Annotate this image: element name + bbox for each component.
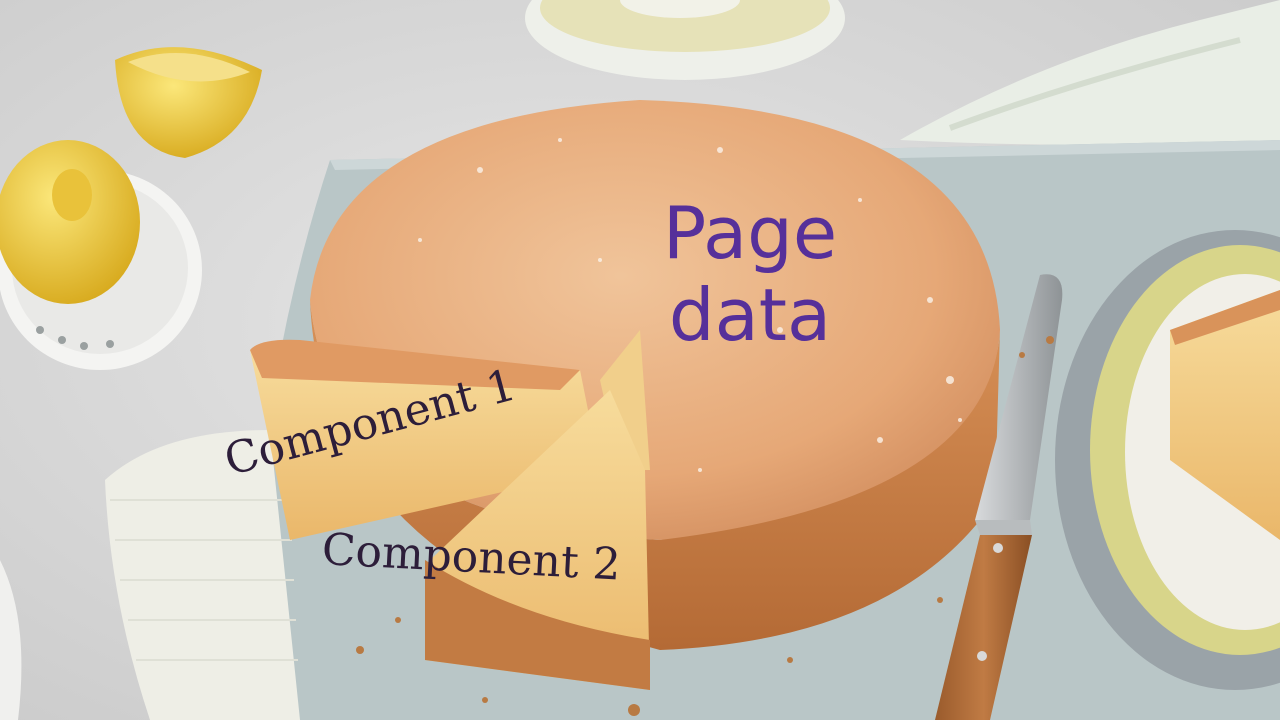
cake-slice-1 xyxy=(250,350,600,540)
linen-cloth xyxy=(105,430,300,720)
lemon-icon xyxy=(0,140,140,304)
towel-top xyxy=(900,0,1280,145)
page-data-label: Page data xyxy=(662,191,838,357)
plated-cake-slice xyxy=(1170,290,1280,540)
knife-icon xyxy=(975,274,1063,520)
plate-edge-left xyxy=(0,560,22,720)
